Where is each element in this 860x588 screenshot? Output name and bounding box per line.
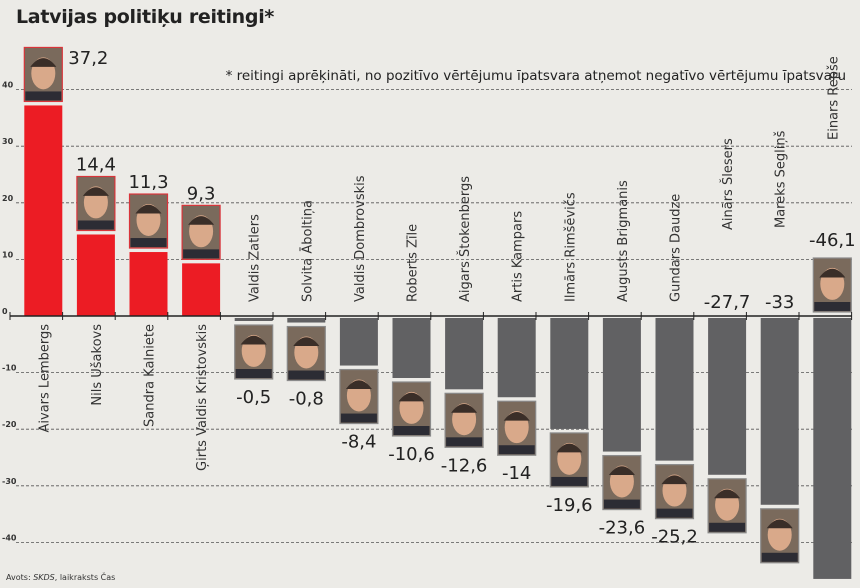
value-label: -25,2 bbox=[651, 527, 698, 548]
value-label: -8,4 bbox=[341, 432, 376, 453]
category-label: Valdis Dombrovskis bbox=[353, 175, 368, 302]
hair-icon bbox=[345, 380, 372, 389]
chart-title: Latvijas politiķu reitingi* bbox=[16, 6, 275, 28]
y-tick-label: -30 bbox=[2, 477, 17, 486]
category-label: Aigars Štokenbergs bbox=[457, 176, 473, 302]
suit-icon bbox=[551, 476, 588, 486]
hair-icon bbox=[608, 466, 635, 476]
category-label: Mareks Segliņš bbox=[774, 130, 789, 228]
value-label: -46,1 bbox=[809, 230, 856, 251]
bar bbox=[497, 318, 536, 398]
bar bbox=[550, 318, 589, 429]
chart-footnote: * reitingi aprēķināti, no pozitīvo vērtē… bbox=[225, 68, 846, 84]
hair-icon bbox=[503, 411, 530, 421]
suit-icon bbox=[288, 370, 325, 380]
hair-icon bbox=[766, 519, 793, 529]
bar bbox=[760, 318, 799, 505]
suit-icon bbox=[77, 220, 114, 230]
suit-icon bbox=[498, 445, 535, 455]
bar bbox=[392, 318, 431, 378]
chart-source: Avots: SKDS, laikraksts Čas bbox=[6, 573, 115, 582]
suit-icon bbox=[761, 552, 798, 562]
source-suffix: , laikraksts Čas bbox=[54, 573, 116, 582]
category-label: Artis Kampars bbox=[511, 211, 526, 302]
category-label: Solvita Āboltiņa bbox=[300, 200, 315, 302]
hair-icon bbox=[188, 216, 215, 225]
hair-icon bbox=[398, 392, 425, 402]
hair-icon bbox=[714, 489, 741, 499]
suit-icon bbox=[340, 413, 377, 423]
suit-icon bbox=[183, 249, 220, 259]
bar bbox=[76, 234, 115, 316]
category-label: Roberts Zīle bbox=[406, 224, 421, 302]
bar bbox=[708, 318, 747, 475]
y-tick-label: 0 bbox=[2, 307, 8, 316]
category-label: Gundars Daudze bbox=[669, 194, 684, 302]
y-tick-label: -40 bbox=[2, 533, 17, 542]
hair-icon bbox=[135, 204, 162, 214]
bar bbox=[445, 318, 484, 390]
value-label: -0,5 bbox=[236, 387, 271, 408]
category-label: Augusts Brigmanis bbox=[616, 180, 631, 302]
suit-icon bbox=[709, 522, 746, 532]
y-tick-label: -10 bbox=[2, 364, 17, 373]
value-label: 11,3 bbox=[128, 172, 168, 193]
category-label: Aivars Lembergs bbox=[37, 324, 52, 433]
bar bbox=[24, 105, 63, 316]
bar bbox=[234, 318, 273, 321]
y-tick-label: 20 bbox=[2, 194, 14, 203]
y-tick-label: 40 bbox=[2, 81, 14, 90]
value-label: -27,7 bbox=[704, 292, 751, 313]
y-tick-label: -20 bbox=[2, 420, 17, 429]
suit-icon bbox=[25, 91, 62, 101]
value-label: -19,6 bbox=[546, 495, 593, 516]
category-label: Sandra Kalniete bbox=[143, 324, 158, 427]
value-label: -12,6 bbox=[441, 455, 488, 476]
category-label: Einars Repše bbox=[826, 56, 841, 140]
hair-icon bbox=[556, 443, 583, 453]
suit-icon bbox=[814, 302, 851, 311]
bar bbox=[182, 263, 221, 316]
value-label: 9,3 bbox=[187, 183, 216, 204]
hair-icon bbox=[293, 337, 320, 346]
hair-icon bbox=[451, 404, 478, 413]
suit-icon bbox=[393, 425, 430, 435]
category-label: Ģirts Valdis Kristovskis bbox=[195, 324, 210, 471]
bar bbox=[339, 318, 378, 366]
y-tick-label: 30 bbox=[2, 137, 14, 146]
value-label: 37,2 bbox=[68, 48, 108, 69]
hair-icon bbox=[661, 475, 688, 485]
category-label: Ainārs Šlesers bbox=[720, 138, 736, 230]
source-prefix: Avots: bbox=[6, 573, 34, 582]
suit-icon bbox=[656, 508, 693, 518]
hair-icon bbox=[82, 187, 109, 196]
y-tick-label: 10 bbox=[2, 250, 14, 259]
suit-icon bbox=[446, 437, 483, 447]
bar bbox=[813, 318, 852, 579]
value-label: -0,8 bbox=[289, 389, 324, 410]
bar bbox=[287, 318, 326, 323]
value-label: -23,6 bbox=[599, 518, 646, 539]
value-label: -33 bbox=[765, 292, 794, 313]
bar bbox=[129, 252, 168, 316]
hair-icon bbox=[240, 335, 267, 345]
category-label: Ilmārs Rimšēvičs bbox=[563, 192, 578, 302]
hair-icon bbox=[30, 58, 57, 67]
bar bbox=[655, 318, 694, 461]
category-label: Nils Ušakovs bbox=[90, 324, 105, 406]
hair-icon bbox=[819, 268, 846, 278]
value-label: -10,6 bbox=[388, 444, 435, 465]
category-label: Valdis Zatlers bbox=[248, 214, 263, 302]
suit-icon bbox=[130, 238, 167, 248]
suit-icon bbox=[235, 369, 272, 378]
value-label: 14,4 bbox=[76, 154, 116, 175]
bar bbox=[602, 318, 641, 452]
suit-icon bbox=[603, 499, 640, 509]
source-name: SKDS bbox=[33, 573, 55, 582]
value-label: -14 bbox=[502, 463, 531, 484]
